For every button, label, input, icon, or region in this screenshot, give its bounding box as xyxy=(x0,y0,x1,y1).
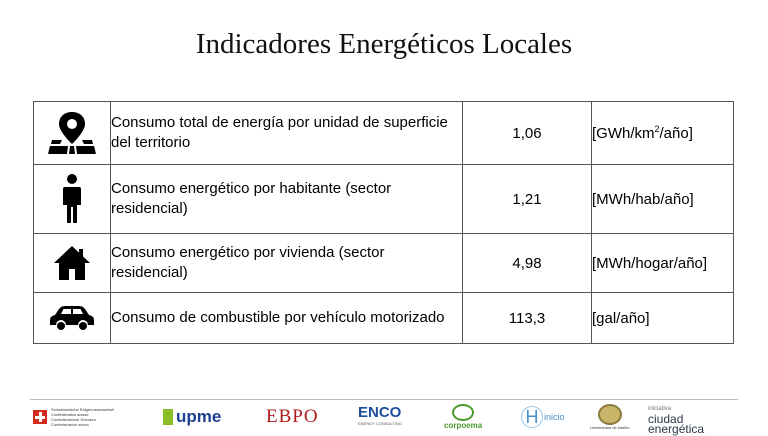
ebp-logo: EBPO xyxy=(266,404,319,430)
unit-text: [GWh/km xyxy=(592,124,655,142)
university-seal-icon xyxy=(597,404,622,425)
upme-logo: upme xyxy=(163,404,221,430)
table-row: Consumo de combustible por vehículo moto… xyxy=(33,292,734,344)
swiss-line: Confederaziun svizra xyxy=(51,422,89,427)
unit-superscript: 2 xyxy=(654,123,660,134)
indicator-unit: [gal/año] xyxy=(591,292,734,344)
table-row: Consumo energético por vivienda (sector … xyxy=(33,233,734,293)
indicator-value: 1,06 xyxy=(462,101,592,165)
car-icon xyxy=(50,306,94,330)
ciudad-text: ciudad xyxy=(648,412,684,426)
hinicio-logo: H inicio xyxy=(521,404,565,430)
icon-cell xyxy=(33,292,111,344)
table-row: Consumo energético por habitante (sector… xyxy=(33,164,734,234)
indicator-description: Consumo energético por habitante (sector… xyxy=(110,164,463,234)
indicator-value: 1,21 xyxy=(462,164,592,234)
indicator-description: Consumo total de energía por unidad de s… xyxy=(110,101,463,165)
swiss-line: Schweizerische Eidgenossenschaft xyxy=(51,407,114,412)
footer-logos: Schweizerische Eidgenossenschaft Confédé… xyxy=(0,400,768,435)
hinicio-text: inicio xyxy=(544,412,565,422)
map-location-icon xyxy=(48,112,96,154)
swiss-flag-icon xyxy=(33,410,47,424)
energetica-text: energética xyxy=(648,422,705,436)
icon-cell xyxy=(33,233,111,293)
universidad-narino-logo: Universidad de Nariño xyxy=(590,404,630,430)
icon-cell xyxy=(33,164,111,234)
enco-subtext: ENERGY CONSULTING xyxy=(358,421,402,426)
ciudad-energetica-logo: iniciativa ciudad energética xyxy=(648,404,704,435)
indicator-description: Consumo energético por vivienda (sector … xyxy=(110,233,463,293)
enco-text: ENCO xyxy=(358,404,402,421)
indicator-unit: [MWh/hogar/año] xyxy=(591,233,734,293)
enco-logo: ENCO ENERGY CONSULTING xyxy=(358,404,402,430)
corpoema-text: corpoema xyxy=(444,421,483,430)
indicator-unit: [MWh/hab/año] xyxy=(591,164,734,234)
hinicio-h: H xyxy=(521,406,543,428)
corpoema-logo: corpoema xyxy=(444,404,482,430)
table-row: Consumo total de energía por unidad de s… xyxy=(33,101,734,165)
swiss-text: Schweizerische Eidgenossenschaft Confédé… xyxy=(51,407,114,427)
person-icon xyxy=(63,174,81,223)
swiss-line: Confédération suisse xyxy=(51,412,89,417)
ciudad-small-text: iniciativa xyxy=(648,406,672,412)
indicator-value: 4,98 xyxy=(462,233,592,293)
indicator-unit: [GWh/km2/año] xyxy=(591,101,734,165)
indicators-table: Consumo total de energía por unidad de s… xyxy=(33,101,734,344)
unit-text-end: /año] xyxy=(659,124,693,142)
corpoema-ring-icon xyxy=(452,404,475,421)
page-title: Indicadores Energéticos Locales xyxy=(195,28,573,60)
ebp-text: EBPO xyxy=(266,406,319,427)
indicator-value: 113,3 xyxy=(462,292,592,344)
university-text: Universidad de Nariño xyxy=(590,425,630,430)
footer-divider xyxy=(30,399,738,400)
swiss-confederation-logo: Schweizerische Eidgenossenschaft Confédé… xyxy=(33,404,114,430)
house-icon xyxy=(54,246,90,280)
indicator-description: Consumo de combustible por vehículo moto… xyxy=(110,292,463,344)
upme-text: upme xyxy=(176,407,222,426)
swiss-line: Confederazione Svizzera xyxy=(51,417,96,422)
icon-cell xyxy=(33,101,111,165)
upme-mark-icon xyxy=(163,409,173,425)
